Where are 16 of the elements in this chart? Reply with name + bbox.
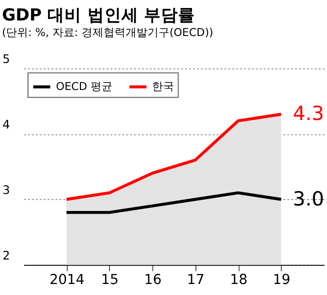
- y-tick-label: 2: [2, 248, 10, 262]
- y-tick-label: 3: [2, 182, 10, 197]
- chart-subtitle: (단위: %, 자료: 경제협력개발기구(OECD)): [2, 26, 214, 40]
- y-tick-label: 4: [2, 117, 10, 132]
- annotation: 4.3: [292, 102, 324, 126]
- x-tick-label: 15: [101, 272, 119, 288]
- x-tick-label: 2014: [50, 272, 84, 288]
- legend-label: 한국: [152, 80, 174, 93]
- x-tick-label: 19: [272, 272, 290, 288]
- legend-label: OECD 평균: [56, 80, 113, 93]
- x-tick-label: 16: [144, 272, 162, 288]
- x-tick-label: 18: [230, 272, 248, 288]
- y-tick-label: 5: [2, 52, 10, 66]
- x-tick-label: 17: [187, 272, 205, 288]
- annotation: 3.0: [292, 187, 324, 210]
- chart-title: GDP 대비 법인세 부담률: [2, 5, 196, 24]
